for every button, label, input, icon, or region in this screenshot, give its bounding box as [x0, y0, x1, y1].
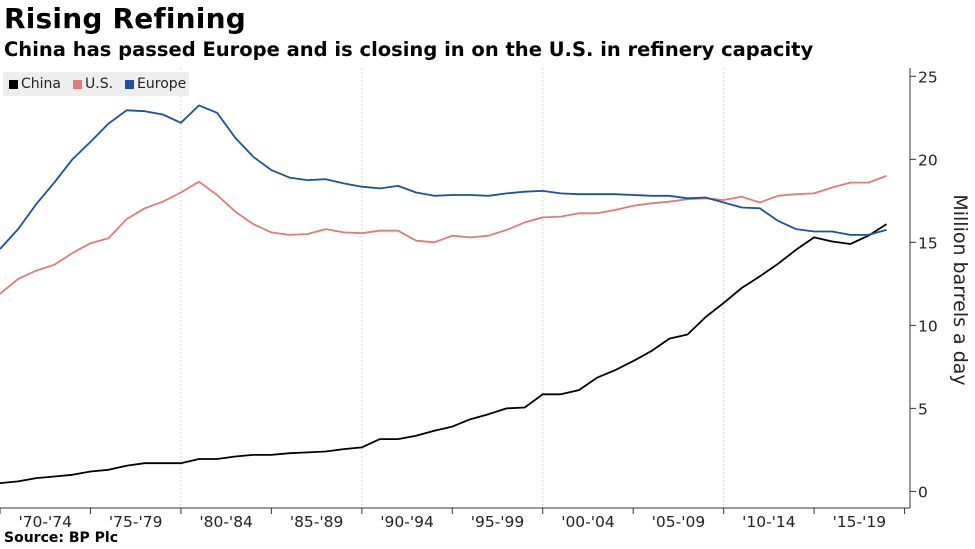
legend-item-us: U.S.	[73, 76, 113, 92]
axis-layer: 0 5 10 15 20 25 '70-'74 '75-'79 '80-'84 '85-'89 '9…	[0, 68, 938, 531]
series-line-china	[0, 223, 887, 484]
x-tick-label: '80-'84	[199, 513, 253, 531]
series-layer	[0, 104, 887, 484]
chart-subtitle: China has passed Europe and is closing i…	[4, 38, 814, 61]
series-line-us	[0, 175, 887, 295]
x-tick-label: '15-'19	[833, 513, 887, 531]
series-line-europe	[0, 104, 887, 250]
chart-title: Rising Refining	[4, 2, 246, 35]
x-tick-label: '75-'79	[109, 513, 163, 531]
legend-item-europe: Europe	[125, 76, 186, 92]
y-tick-label: 0	[918, 483, 928, 501]
x-tick-label: '00-'04	[561, 513, 615, 531]
x-tick-label: '10-'14	[742, 513, 796, 531]
legend-item-china: China	[9, 76, 61, 92]
y-tick-label: 25	[918, 68, 938, 86]
legend-label-europe: Europe	[137, 76, 187, 92]
legend-swatch-china	[9, 79, 18, 89]
legend-label-us: U.S.	[85, 76, 114, 92]
legend: China U.S. Europe	[3, 72, 189, 96]
y-tick-label: 10	[918, 317, 938, 335]
y-tick-label: 5	[918, 400, 928, 418]
source-note: Source: BP Plc	[4, 530, 119, 546]
x-tick-label: '95-'99	[471, 513, 525, 531]
y-tick-label: 15	[918, 234, 938, 252]
y-axis-label: Million barrels a day	[949, 194, 971, 385]
y-tick-label: 20	[918, 151, 938, 169]
legend-swatch-us	[73, 79, 82, 89]
legend-label-china: China	[21, 76, 61, 92]
x-tick-label: '85-'89	[290, 513, 344, 531]
x-tick-label: '70-'74	[18, 513, 72, 531]
legend-swatch-europe	[125, 79, 135, 89]
grid-layer	[180, 68, 725, 508]
x-tick-label: '05-'09	[652, 513, 706, 531]
x-tick-label: '90-'94	[380, 513, 434, 531]
